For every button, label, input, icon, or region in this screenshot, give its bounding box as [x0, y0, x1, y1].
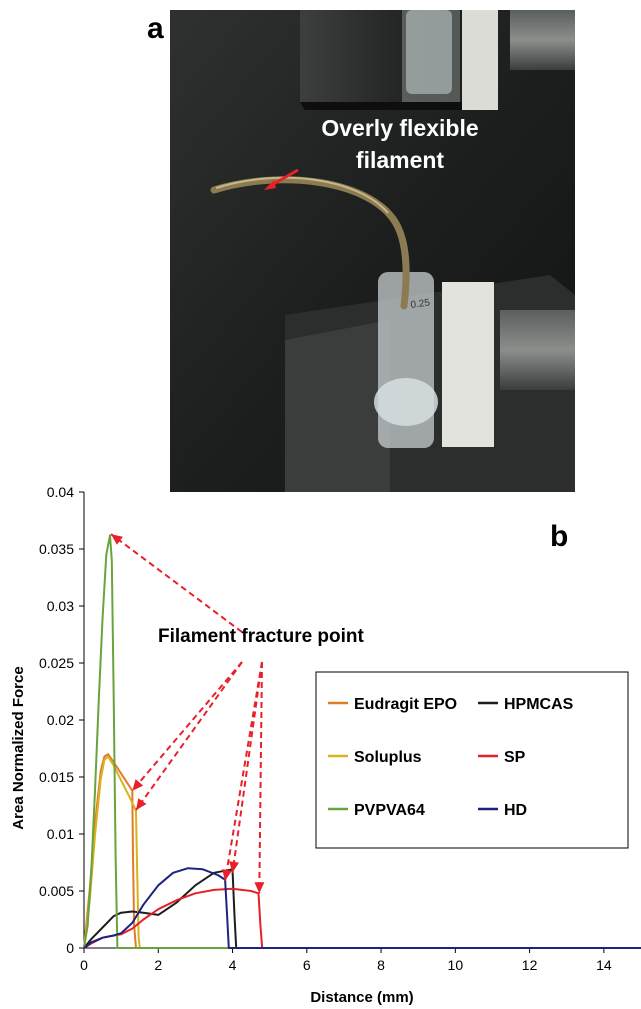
upper-clamp-shadow — [300, 102, 480, 110]
legend-box — [315, 671, 629, 849]
y-tick-label: 0.03 — [47, 598, 74, 614]
annotation-flexible-line1: Overly flexible — [321, 115, 478, 141]
fracture-arrow-line — [231, 661, 263, 873]
series-line-eudragit-epo — [83, 753, 641, 949]
y-tick-label: 0.005 — [39, 883, 74, 899]
legend-label: PVPVA64 — [354, 802, 425, 819]
x-tick-label: 10 — [448, 957, 464, 973]
x-tick-label: 4 — [229, 957, 237, 973]
series-line-hd — [83, 867, 641, 949]
x-tick-label: 12 — [522, 957, 538, 973]
x-tick-label: 6 — [303, 957, 311, 973]
filament-photo: 0.25 Overly flexible filament — [170, 10, 575, 492]
lower-clamp-pad — [442, 282, 494, 447]
y-tick-label: 0.02 — [47, 712, 74, 728]
lower-tube-cap — [374, 378, 438, 426]
x-axis-title: Distance (mm) — [310, 989, 413, 1006]
fracture-arrowhead — [132, 779, 144, 791]
y-axis-title: Area Normalized Force — [10, 666, 27, 829]
panel-label-b: b — [550, 520, 568, 553]
legend-label: HD — [504, 802, 527, 819]
y-tick-label: 0.025 — [39, 655, 74, 671]
fracture-arrow-line — [224, 661, 263, 881]
x-tick-label: 14 — [596, 957, 612, 973]
tube-marking: 0.25 — [410, 297, 431, 311]
upper-clamp-pad — [462, 10, 498, 110]
series-line-hpmcas — [83, 868, 641, 949]
fracture-arrowhead — [136, 798, 147, 811]
upper-tube — [406, 10, 452, 94]
legend-label: HPMCAS — [504, 696, 574, 713]
y-tick-label: 0.015 — [39, 769, 74, 785]
fracture-arrowhead — [229, 861, 239, 873]
lower-clamp-face — [285, 320, 390, 492]
legend-label: Eudragit EPO — [354, 696, 457, 713]
fracture-arrow-line — [135, 661, 243, 811]
fracture-arrow-line — [131, 661, 243, 792]
y-tick-label: 0.01 — [47, 826, 74, 842]
fracture-arrowhead — [111, 534, 123, 545]
series-line-sp — [83, 887, 641, 949]
fracture-annotation: Filament fracture point — [158, 626, 365, 647]
fracture-arrowhead — [222, 869, 232, 881]
annotation-flexible-line2: filament — [356, 147, 445, 173]
y-tick-label: 0.035 — [39, 541, 74, 557]
right-rod-lower — [500, 310, 575, 390]
fracture-arrow-line — [258, 661, 263, 894]
force-distance-chart: 0 0.005 0.01 0.015 0.02 0.025 0.03 0.035 0.04 0 2 4… — [10, 484, 641, 1006]
filament-pointer-arrowhead — [264, 180, 276, 190]
legend: Eudragit EPO HPMCAS Soluplus SP PVPVA64 HD — [315, 671, 629, 849]
fracture-arrowhead — [254, 882, 265, 894]
panel-label-a: a — [147, 12, 164, 45]
y-tick-label: 0.04 — [47, 484, 74, 500]
legend-label: SP — [504, 749, 526, 766]
x-tick-label: 0 — [80, 957, 88, 973]
filament-highlight — [215, 176, 389, 214]
x-tick-label: 2 — [154, 957, 162, 973]
legend-label: Soluplus — [354, 749, 422, 766]
right-rod-upper — [510, 10, 575, 70]
x-tick-label: 8 — [377, 957, 385, 973]
y-tick-label: 0 — [66, 940, 74, 956]
series-line-pvpva64 — [83, 534, 641, 949]
fracture-arrow-line — [110, 533, 243, 633]
